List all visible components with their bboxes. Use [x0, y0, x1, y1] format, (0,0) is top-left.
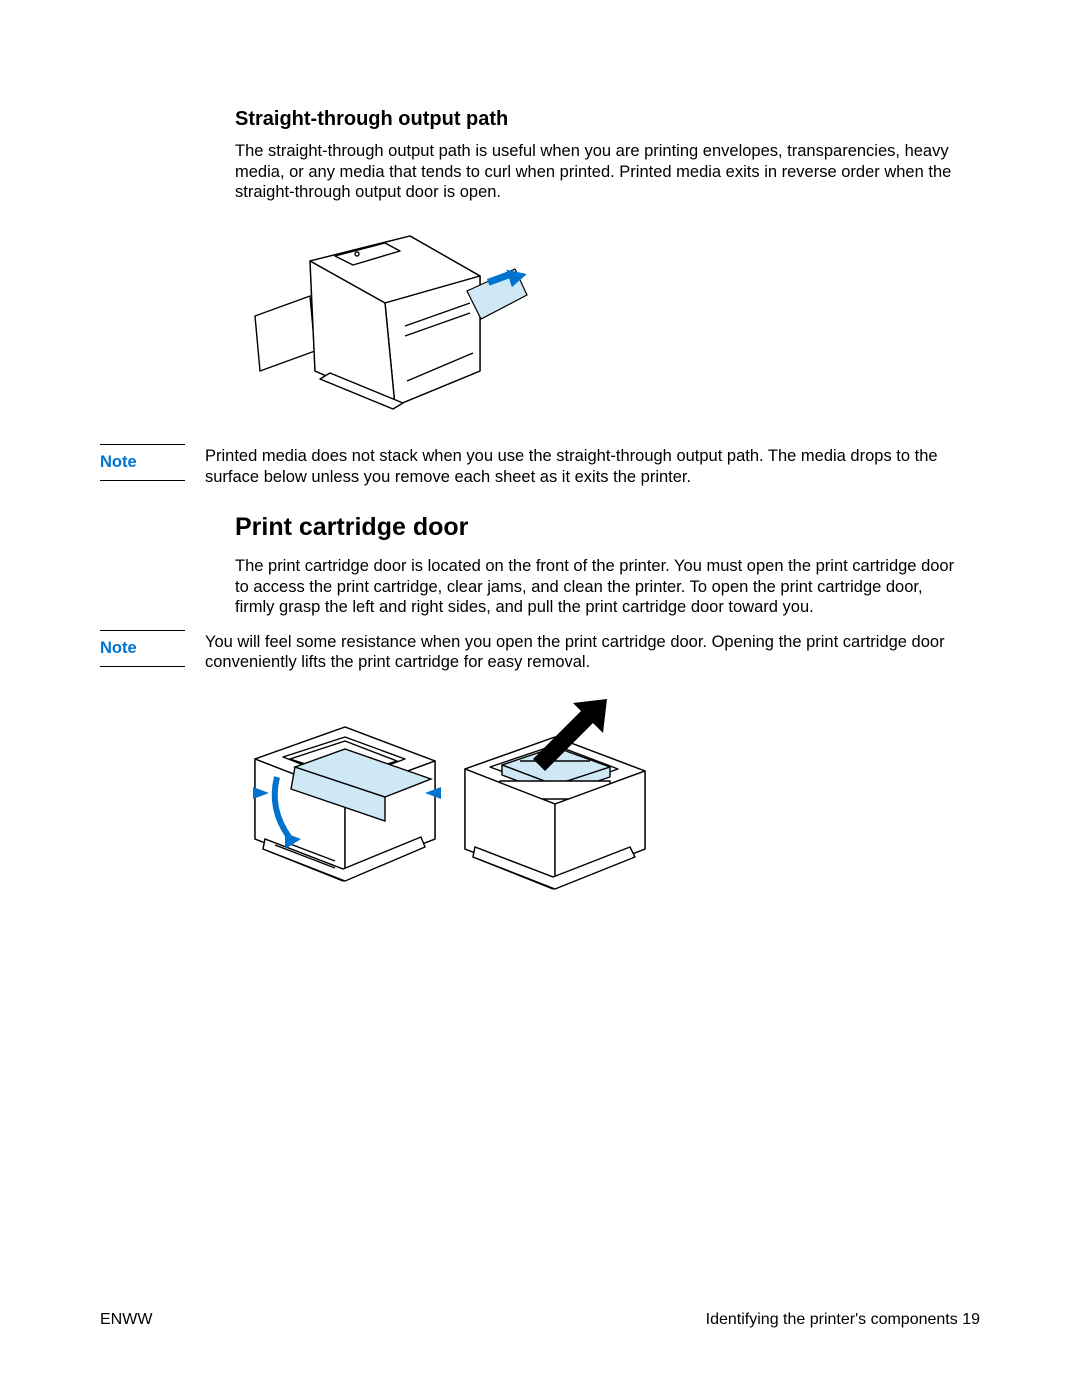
- note-1: Note Printed media does not stack when y…: [100, 444, 980, 489]
- note-rule-top: [100, 444, 185, 445]
- note-label-wrap: Note: [100, 444, 205, 489]
- note-body: Printed media does not stack when you us…: [205, 444, 980, 487]
- note-rule-bottom-2: [100, 666, 185, 667]
- figure-cartridge-door-wrap: [235, 699, 955, 899]
- figure-output-path: [235, 221, 955, 416]
- page-footer: ENWW Identifying the printer's component…: [100, 1311, 980, 1329]
- figure-cartridge-door: [235, 699, 955, 899]
- note-body-2: You will feel some resistance when you o…: [205, 630, 980, 673]
- footer-left: ENWW: [100, 1311, 152, 1329]
- note-rule-top-2: [100, 630, 185, 631]
- para-cartridge-door: The print cartridge door is located on t…: [235, 556, 955, 618]
- page: Straight-through output path The straigh…: [0, 0, 1080, 1399]
- footer-right: Identifying the printer's components 19: [706, 1311, 980, 1329]
- section-cartridge-door: Print cartridge door The print cartridge…: [235, 513, 955, 618]
- heading-cartridge-door: Print cartridge door: [235, 513, 955, 542]
- note-label: Note: [100, 453, 195, 472]
- page-number: 19: [962, 1311, 980, 1328]
- footer-section-title: Identifying the printer's components: [706, 1311, 958, 1328]
- note-text-2: You will feel some resistance when you o…: [205, 632, 980, 673]
- heading-straight-through: Straight-through output path: [235, 108, 955, 131]
- note-2: Note You will feel some resistance when …: [100, 630, 980, 675]
- section-straight-through: Straight-through output path The straigh…: [235, 108, 955, 416]
- note-label-wrap-2: Note: [100, 630, 205, 675]
- note-label-2: Note: [100, 639, 195, 658]
- note-rule-bottom: [100, 480, 185, 481]
- note-text: Printed media does not stack when you us…: [205, 446, 980, 487]
- para-straight-through: The straight-through output path is usef…: [235, 141, 955, 203]
